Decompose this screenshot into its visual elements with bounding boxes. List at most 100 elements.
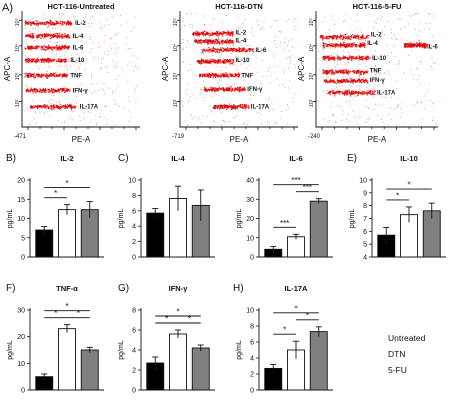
population-dot bbox=[231, 62, 233, 64]
event-dot bbox=[92, 15, 94, 17]
population-dot bbox=[61, 23, 63, 25]
event-dot bbox=[419, 30, 420, 32]
event-dot bbox=[267, 121, 268, 123]
population-dot bbox=[207, 61, 209, 63]
population-dot bbox=[56, 35, 58, 38]
event-dot bbox=[319, 51, 321, 53]
event-dot bbox=[64, 120, 66, 122]
population-dot bbox=[205, 88, 208, 90]
event-dot bbox=[189, 64, 191, 66]
population-dot bbox=[353, 78, 355, 80]
population-dot bbox=[233, 106, 235, 108]
population-dot bbox=[212, 73, 214, 75]
population-dot bbox=[231, 108, 233, 110]
population-dot bbox=[224, 106, 226, 108]
population-dot bbox=[49, 58, 51, 60]
event-dot bbox=[47, 57, 49, 58]
significance-label: * bbox=[77, 309, 80, 318]
population-dot bbox=[45, 35, 47, 37]
y-tick-label: 10 bbox=[128, 178, 136, 185]
population-dot bbox=[30, 74, 32, 76]
event-dot bbox=[32, 28, 33, 30]
y-tick-label: 10³ bbox=[309, 73, 315, 81]
population-dot bbox=[57, 33, 59, 35]
population-dot bbox=[348, 58, 350, 60]
population-dot bbox=[222, 60, 224, 62]
population-dot bbox=[244, 89, 246, 91]
population-dot bbox=[411, 46, 413, 48]
population-dot bbox=[235, 49, 237, 51]
population-dot bbox=[343, 36, 345, 38]
population-dot bbox=[368, 58, 370, 60]
population-dot bbox=[208, 72, 211, 74]
population-dot bbox=[224, 41, 226, 43]
population-dot bbox=[213, 61, 215, 63]
population-dot bbox=[242, 105, 244, 107]
event-dot bbox=[90, 17, 92, 19]
y-tick-label: 10 bbox=[246, 308, 254, 315]
event-dot bbox=[52, 50, 53, 51]
event-dot bbox=[115, 34, 117, 36]
y-tick-label: 10 bbox=[246, 235, 254, 242]
population-dot bbox=[242, 47, 244, 49]
population-dot bbox=[210, 62, 212, 64]
population-dot bbox=[346, 92, 349, 94]
population-dot bbox=[359, 37, 361, 39]
event-dot bbox=[31, 38, 33, 40]
population-dot bbox=[62, 106, 64, 108]
population-dot bbox=[410, 44, 412, 46]
population-dot bbox=[220, 40, 222, 42]
population-dot bbox=[358, 81, 360, 83]
population-dot bbox=[58, 107, 60, 110]
population-dot bbox=[365, 37, 367, 40]
population-dot bbox=[51, 90, 53, 92]
event-dot bbox=[73, 110, 75, 112]
population-dot bbox=[209, 39, 211, 42]
event-dot bbox=[380, 96, 382, 98]
population-dot bbox=[215, 48, 217, 50]
event-dot bbox=[51, 51, 53, 53]
population-dot bbox=[58, 58, 60, 60]
population-dot bbox=[214, 90, 216, 92]
population-dot bbox=[215, 88, 217, 90]
event-dot bbox=[256, 57, 258, 59]
population-dot bbox=[62, 88, 64, 90]
event-dot bbox=[344, 63, 346, 65]
population-dot bbox=[350, 35, 352, 37]
event-dot bbox=[213, 121, 215, 123]
population-dot bbox=[41, 37, 43, 39]
population-dot bbox=[48, 46, 51, 48]
population-dot bbox=[49, 35, 51, 37]
population-dot bbox=[29, 90, 31, 92]
population-dot bbox=[249, 50, 251, 52]
population-dot bbox=[205, 61, 207, 63]
event-dot bbox=[56, 44, 58, 46]
population-dot bbox=[332, 43, 334, 45]
population-dot bbox=[327, 71, 329, 73]
population-dot bbox=[26, 23, 28, 25]
event-dot bbox=[386, 44, 388, 46]
population-dot bbox=[26, 35, 28, 37]
population-dot bbox=[75, 105, 77, 107]
population-dot bbox=[32, 33, 34, 35]
event-dot bbox=[194, 49, 196, 50]
population-dot bbox=[347, 38, 349, 40]
population-dot bbox=[404, 45, 406, 47]
population-dot bbox=[32, 35, 34, 37]
event-dot bbox=[432, 62, 434, 64]
population-dot bbox=[408, 46, 410, 48]
y-tick-label: 10⁵ bbox=[15, 18, 21, 26]
population-dot bbox=[224, 50, 226, 52]
population-dot bbox=[219, 87, 221, 90]
population-dot bbox=[341, 71, 343, 74]
population-dot bbox=[365, 92, 367, 94]
population-dot bbox=[224, 89, 226, 91]
population-dot bbox=[219, 59, 221, 61]
population-dot bbox=[420, 44, 422, 46]
population-dot bbox=[336, 35, 338, 37]
population-dot bbox=[362, 56, 364, 58]
event-dot bbox=[100, 68, 101, 70]
event-dot bbox=[70, 65, 72, 67]
population-dot bbox=[53, 34, 55, 37]
population-dot bbox=[347, 58, 349, 60]
